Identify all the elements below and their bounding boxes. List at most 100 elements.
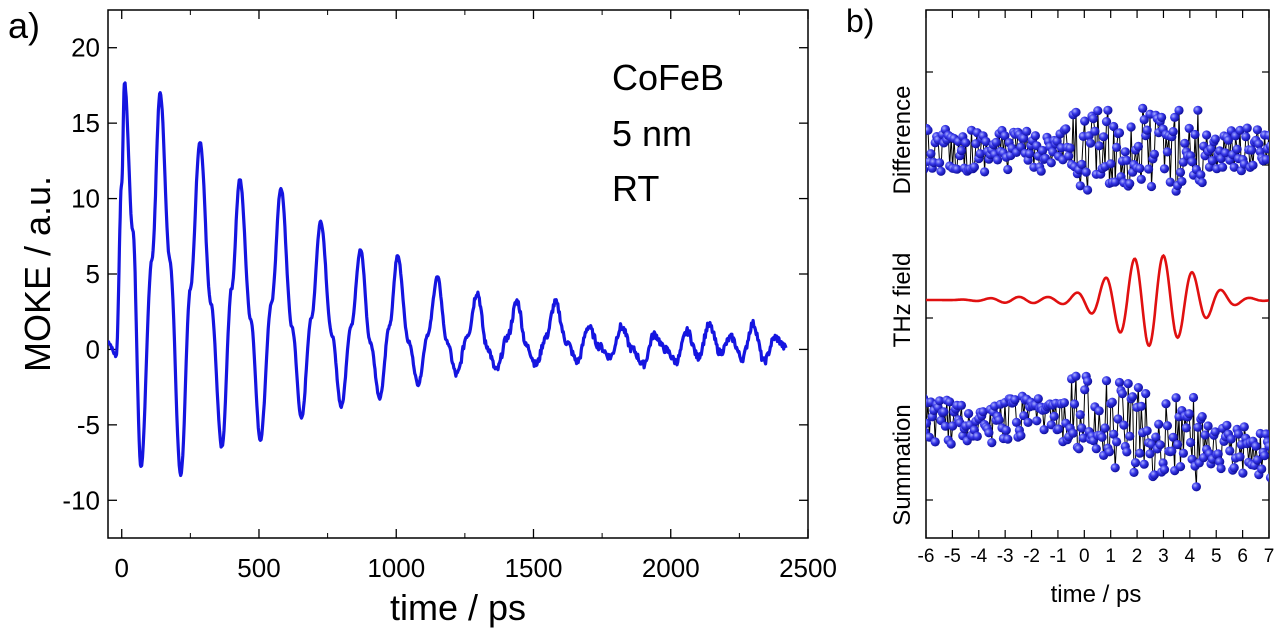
- panel-a-ticks: 0 500 1000 1500 2000 2500 -10 -5 0 5 10 15 20: [62, 10, 837, 583]
- x-tick-label: -5: [944, 546, 961, 567]
- summation-point: [1135, 448, 1145, 458]
- summation-point: [956, 400, 967, 410]
- summation-point: [1229, 463, 1239, 473]
- difference-point: [1064, 151, 1074, 161]
- summation-point: [1110, 463, 1120, 473]
- summation-point: [948, 421, 958, 431]
- difference-point: [1248, 160, 1258, 170]
- summation-point: [1203, 421, 1213, 431]
- difference-point: [1122, 155, 1132, 165]
- difference-point: [1193, 105, 1203, 115]
- difference-point: [1103, 105, 1113, 115]
- difference-point: [1036, 166, 1046, 176]
- summation-point: [1141, 389, 1151, 399]
- summation-point: [1238, 468, 1248, 478]
- difference-point: [1184, 123, 1194, 133]
- summation-point: [1117, 389, 1127, 399]
- difference-point: [961, 138, 971, 148]
- summation-point: [1136, 401, 1146, 411]
- difference-point: [926, 149, 936, 159]
- x-tick-label: -1: [1049, 546, 1066, 567]
- difference-point: [1052, 136, 1062, 146]
- difference-point: [1261, 154, 1269, 165]
- difference-point: [1003, 164, 1013, 175]
- difference-point: [1136, 174, 1146, 184]
- difference-point: [1157, 112, 1167, 122]
- summation-point: [1054, 424, 1064, 434]
- difference-point: [1235, 125, 1245, 135]
- x-tick-label: 6: [1237, 546, 1248, 567]
- series-label-thz-field: THz field: [889, 253, 916, 348]
- y-tick-label: 20: [71, 33, 100, 63]
- summation-point: [1181, 423, 1191, 433]
- difference-point: [1180, 138, 1190, 148]
- difference-point: [916, 128, 925, 137]
- panel-b-xlabel: time / ps: [1051, 581, 1142, 608]
- difference-point: [1247, 145, 1257, 155]
- summation-point: [1109, 429, 1119, 439]
- summation-point: [1091, 444, 1101, 454]
- summation-point: [926, 418, 932, 428]
- difference-point: [1000, 131, 1010, 141]
- difference-point: [935, 158, 945, 168]
- panel-b-frame: [925, 9, 1270, 539]
- difference-point: [1142, 125, 1152, 135]
- x-tick-label: 2: [1132, 546, 1143, 567]
- difference-point: [1077, 159, 1087, 169]
- summation-point: [1173, 439, 1183, 450]
- difference-point: [1252, 125, 1262, 135]
- summation-point: [1186, 437, 1196, 448]
- difference-point: [1065, 143, 1075, 153]
- summation-point: [1261, 429, 1269, 439]
- summation-point: [1171, 393, 1181, 403]
- difference-point: [1175, 167, 1186, 177]
- difference-point: [1264, 130, 1269, 140]
- summation-point: [1130, 458, 1141, 468]
- summation-point: [1033, 394, 1043, 404]
- difference-point: [1162, 147, 1172, 157]
- difference-point: [1149, 149, 1159, 159]
- x-tick-label: 1000: [367, 553, 425, 583]
- difference-point: [1110, 177, 1120, 187]
- summation-point: [1059, 398, 1069, 408]
- summation-point: [1161, 399, 1171, 409]
- summation-point: [1100, 423, 1110, 433]
- summation-point: [1225, 446, 1235, 456]
- x-tick-label: 2000: [642, 553, 700, 583]
- summation-point: [972, 431, 982, 441]
- x-tick-label: 0: [1079, 546, 1090, 567]
- difference-point: [1071, 107, 1081, 117]
- difference-point: [980, 167, 990, 177]
- difference-point: [1090, 126, 1100, 136]
- difference-point: [1114, 128, 1125, 138]
- difference-point: [1168, 127, 1178, 137]
- thz-field-line: [926, 253, 1269, 348]
- summation-point: [1119, 420, 1129, 430]
- summation-point: [1155, 440, 1165, 450]
- summation-point: [1023, 417, 1033, 427]
- panel-a-label: a): [8, 5, 40, 46]
- summation-point: [1068, 428, 1078, 438]
- difference-point: [1218, 162, 1228, 172]
- difference-point: [936, 166, 946, 176]
- summation-point: [1083, 376, 1093, 386]
- summation-point: [1074, 444, 1084, 454]
- difference-point: [1083, 185, 1093, 195]
- difference-point: [952, 164, 962, 174]
- difference-point: [1112, 142, 1122, 152]
- summation-point: [1251, 441, 1261, 451]
- x-tick-label: 1: [1105, 546, 1116, 567]
- difference-point: [1223, 135, 1233, 145]
- summation-point: [1094, 406, 1104, 416]
- difference-point: [1106, 159, 1116, 169]
- annotation-line-1: CoFeB: [612, 57, 724, 98]
- summation-point: [1128, 392, 1138, 402]
- x-tick-label: -2: [1023, 546, 1040, 567]
- summation-point: [1016, 431, 1026, 441]
- difference-point: [993, 155, 1003, 165]
- difference-point: [1197, 177, 1207, 188]
- annotation-line-3: RT: [612, 168, 659, 209]
- panel-a-annotation: CoFeB 5 nm RT: [612, 57, 724, 209]
- series-label-summation: Summation: [889, 404, 916, 525]
- summation-point: [1257, 464, 1267, 474]
